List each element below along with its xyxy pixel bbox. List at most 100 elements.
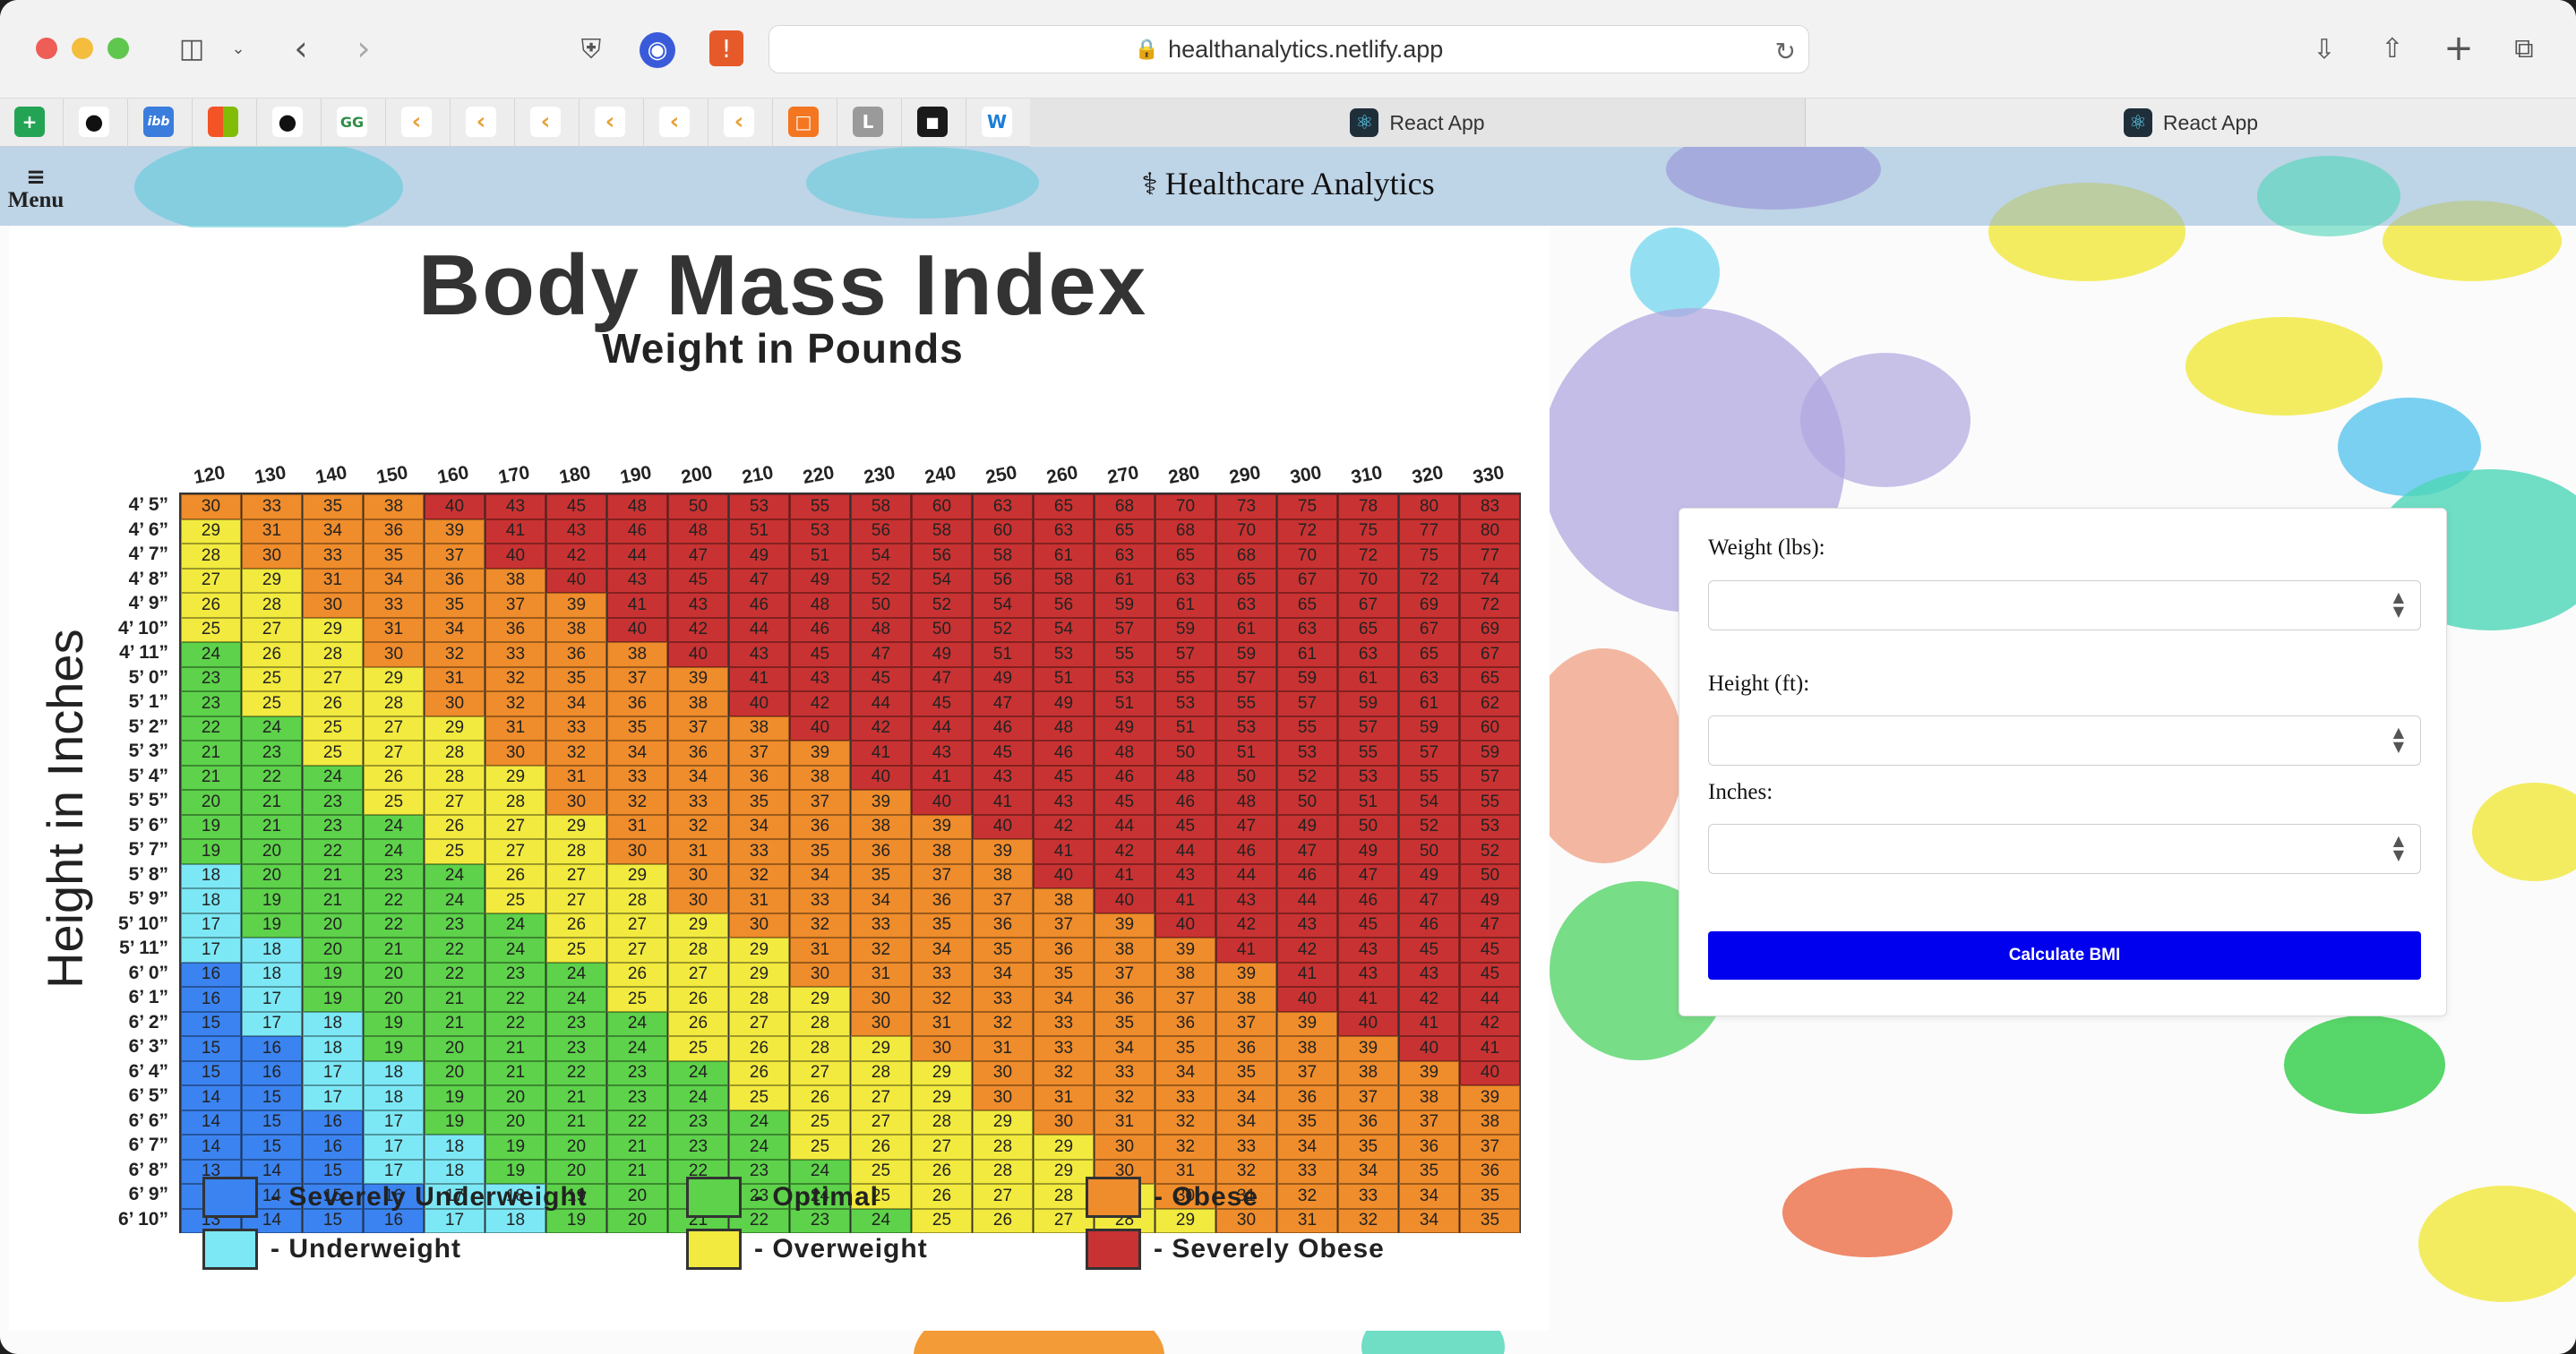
stepper-icon[interactable]: ▲ ▼ (2392, 832, 2404, 863)
calculate-bmi-button[interactable]: Calculate BMI (1708, 931, 2421, 980)
bmi-cell: 54 (851, 544, 911, 569)
bmi-cell: 35 (912, 913, 972, 938)
reload-icon[interactable]: ↻ (1774, 38, 1796, 65)
bmi-cell: 33 (973, 987, 1033, 1012)
bmi-cell: 51 (1034, 666, 1094, 691)
bmi-cell: 26 (912, 1159, 972, 1184)
l-icon[interactable]: L (853, 107, 883, 137)
github-icon[interactable]: ● (272, 107, 303, 137)
address-bar[interactable]: 🔒 healthanalytics.netlify.app ↻ (769, 25, 1809, 73)
bmi-cell: 40 (973, 814, 1033, 839)
bmi-cell: 27 (303, 666, 363, 691)
bmi-cell: 31 (851, 962, 911, 987)
bmi-cell: 17 (303, 1060, 363, 1085)
extension-icon[interactable]: ◉ (640, 32, 675, 68)
inches-input[interactable]: ▲ ▼ (1708, 824, 2421, 874)
bmi-cell: 46 (1338, 888, 1398, 913)
bmi-cell: 22 (485, 1011, 545, 1036)
menu-button[interactable]: ≡ Menu (0, 166, 72, 213)
bmi-cell: 29 (1034, 1159, 1094, 1184)
bmi-cell: 26 (668, 1011, 728, 1036)
height-tick-label: 5’ 5” (128, 790, 168, 810)
height-tick-label: 4’ 5” (128, 494, 168, 515)
bmi-cell: 22 (364, 888, 424, 913)
bmi-cell: 35 (851, 863, 911, 888)
tab-react-app-1[interactable]: ⚛ React App (1030, 99, 1806, 147)
bmi-cell: 38 (1460, 1110, 1520, 1135)
chevron-down-icon[interactable]: ⌄ (231, 39, 245, 58)
bmi-cell: 42 (1399, 987, 1459, 1012)
leetcode-icon[interactable]: ‹ (659, 107, 690, 137)
bmi-cell: 20 (242, 839, 302, 864)
bmi-cell: 29 (729, 962, 789, 987)
tab-overview-icon[interactable]: ⧉ (2514, 32, 2534, 64)
bmi-cell: 35 (1338, 1135, 1398, 1160)
bmi-cell: 36 (790, 814, 850, 839)
bmi-cell: 21 (303, 863, 363, 888)
minimize-window-button[interactable] (72, 38, 93, 59)
w-icon[interactable]: W (982, 107, 1012, 137)
bmi-cell: 37 (668, 716, 728, 741)
bmi-cell: 21 (546, 1110, 606, 1135)
bmi-cell: 19 (546, 1208, 606, 1233)
bmi-cell: 36 (851, 839, 911, 864)
bmi-cell: 16 (242, 1036, 302, 1061)
tab-react-app-2[interactable]: ⚛ React App (1806, 99, 2576, 147)
leetcode-icon[interactable]: ‹ (466, 107, 496, 137)
bmi-cell: 20 (181, 790, 241, 815)
ibb-icon[interactable]: ibb (143, 107, 174, 137)
bmi-cell: 32 (790, 913, 850, 938)
bmi-cell: 18 (303, 1036, 363, 1061)
close-window-button[interactable] (36, 38, 57, 59)
alert-extension-icon[interactable]: ! (709, 30, 743, 66)
inches-label: Inches: (1708, 780, 1773, 804)
stepper-icon[interactable]: ▲ ▼ (2392, 588, 2404, 620)
microsoft-icon[interactable] (208, 107, 238, 137)
bmi-cell: 55 (1216, 691, 1276, 716)
bmi-cell: 41 (1338, 987, 1398, 1012)
leetcode-icon[interactable]: ‹ (401, 107, 432, 137)
leetcode-icon[interactable]: ‹ (724, 107, 754, 137)
new-tab-icon[interactable]: + (2443, 28, 2474, 69)
weight-input[interactable]: ▲ ▼ (1708, 580, 2421, 630)
bmi-cell: 74 (1460, 568, 1520, 593)
leetcode-icon[interactable]: ‹ (530, 107, 561, 137)
height-tick-label: 4’ 10” (117, 617, 168, 638)
gfg-icon[interactable]: GG (337, 107, 367, 137)
hackerrank-icon[interactable]: □ (788, 107, 819, 137)
bmi-cell: 36 (546, 642, 606, 667)
share-icon[interactable]: ⇧ (2381, 32, 2404, 64)
stepper-icon[interactable]: ▲ ▼ (2392, 724, 2404, 755)
shield-icon[interactable]: ⛨ (580, 33, 602, 65)
zoom-window-button[interactable] (107, 38, 129, 59)
bmi-cell: 53 (1460, 814, 1520, 839)
bmi-cell: 53 (1034, 642, 1094, 667)
sidebar-toggle-icon[interactable]: ◫ (178, 32, 205, 64)
bmi-cell: 32 (1338, 1208, 1398, 1233)
bmi-table: 30 33 35 38 40 43 45 48 50 53 55 58 60 63 65 68 70 73 75 78… (179, 493, 1521, 1233)
legend-item-overweight: - Overweight (686, 1229, 928, 1270)
back-arrow-icon[interactable]: ‹ (294, 29, 308, 68)
bmi-cell: 36 (425, 568, 485, 593)
bmi-cell: 21 (242, 790, 302, 815)
bmi-cell: 41 (607, 593, 667, 618)
leetcode-icon[interactable]: ‹ (595, 107, 625, 137)
bmi-cell: 17 (181, 938, 241, 963)
bmi-cell: 41 (485, 518, 545, 544)
bmi-cell: 45 (912, 691, 972, 716)
height-input[interactable]: ▲ ▼ (1708, 716, 2421, 766)
github-icon[interactable]: ● (79, 107, 109, 137)
height-tick-label: 6’ 10” (117, 1208, 168, 1230)
bmi-cell: 30 (973, 1085, 1033, 1110)
download-icon[interactable]: ⇩ (2313, 33, 2336, 65)
bmi-cell: 24 (790, 1159, 850, 1184)
bmi-cell: 50 (668, 494, 728, 519)
codechef-icon[interactable]: ■ (917, 107, 948, 137)
forward-arrow-icon[interactable]: › (356, 29, 371, 68)
plus-sheet-icon[interactable]: + (14, 107, 45, 137)
bmi-cell: 51 (1216, 741, 1276, 766)
bmi-cell: 42 (668, 617, 728, 642)
bmi-cell: 47 (1216, 814, 1276, 839)
height-tick-label: 5’ 6” (128, 814, 168, 836)
bmi-cell: 34 (1216, 1110, 1276, 1135)
